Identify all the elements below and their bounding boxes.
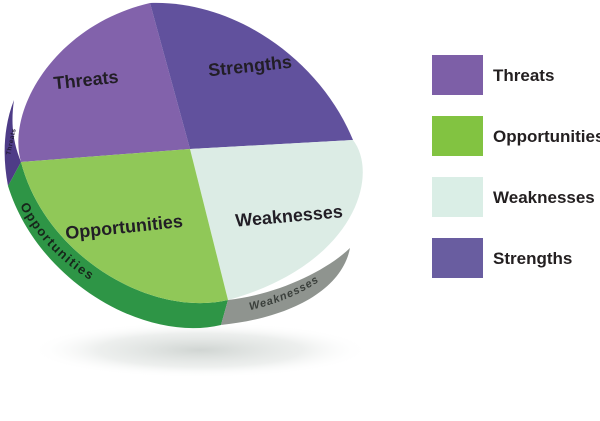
threats-swatch-rect — [432, 55, 483, 95]
legend: Threats Opportunities Weaknesses Strengt… — [432, 55, 600, 278]
strengths-swatch-rect — [432, 238, 483, 278]
slice-weaknesses — [190, 140, 363, 300]
slice-threats — [18, 3, 190, 162]
legend-item-weaknesses: Weaknesses — [432, 177, 600, 217]
slice-opportunities — [21, 149, 228, 304]
legend-item-strengths: Strengths — [432, 238, 600, 278]
legend-item-threats: Threats — [432, 55, 600, 95]
threats-swatch — [432, 55, 483, 95]
legend-label-weaknesses: Weaknesses — [493, 187, 595, 207]
legend-item-opportunities: Opportunities — [432, 116, 600, 156]
weaknesses-swatch-rect — [432, 177, 483, 217]
opportunities-swatch — [432, 116, 483, 156]
threats-side-rim — [4, 100, 21, 186]
weaknesses-swatch — [432, 177, 483, 217]
legend-label-threats: Threats — [493, 65, 555, 85]
strengths-swatch — [432, 238, 483, 278]
slice-strengths — [150, 2, 353, 149]
legend-label-strengths: Strengths — [493, 248, 573, 268]
opportunities-swatch-rect — [432, 116, 483, 156]
pie-shadow — [30, 322, 370, 378]
opportunities-side-rim — [8, 162, 228, 329]
legend-label-opportunities: Opportunities — [493, 126, 600, 146]
weaknesses-side-rim — [221, 248, 350, 325]
